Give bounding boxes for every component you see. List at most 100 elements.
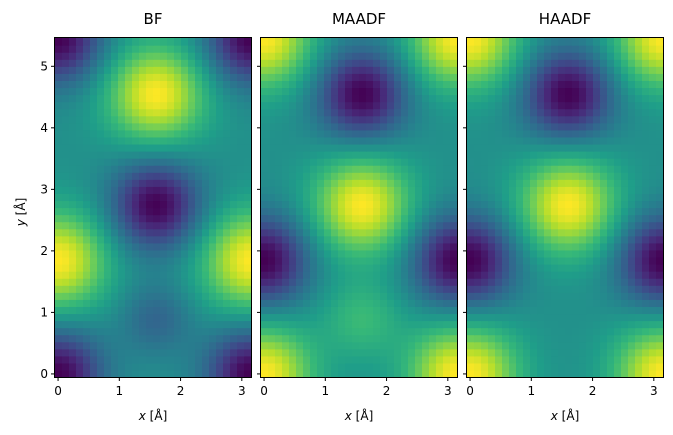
heatmap-cell bbox=[289, 52, 297, 60]
heatmap-cell bbox=[282, 221, 290, 230]
heatmap-cell bbox=[373, 214, 381, 223]
heatmap-cell bbox=[366, 235, 374, 244]
heatmap-cell bbox=[408, 285, 416, 293]
heatmap-cell bbox=[282, 158, 290, 166]
heatmap-cell bbox=[586, 320, 594, 329]
heatmap-cell bbox=[202, 200, 210, 209]
heatmap-cell bbox=[296, 45, 304, 53]
heatmap-cell bbox=[537, 221, 545, 230]
heatmap-cell bbox=[509, 73, 517, 81]
heatmap-cell bbox=[111, 249, 119, 258]
heatmap-cell bbox=[90, 143, 98, 152]
heatmap-cell bbox=[429, 122, 437, 131]
heatmap-cell bbox=[443, 143, 451, 152]
heatmap-cell bbox=[467, 313, 475, 322]
heatmap-cell bbox=[62, 115, 70, 124]
heatmap-cell bbox=[282, 80, 290, 89]
heatmap-cell bbox=[544, 264, 552, 272]
heatmap-cell bbox=[530, 52, 538, 60]
heatmap-cell bbox=[551, 207, 559, 216]
heatmap-cell bbox=[310, 38, 318, 46]
heatmap-cell bbox=[516, 122, 524, 131]
heatmap-cell bbox=[331, 143, 339, 152]
heatmap-cell bbox=[642, 306, 650, 315]
heatmap-cell bbox=[628, 158, 636, 166]
heatmap-cell bbox=[209, 264, 217, 272]
heatmap-cell bbox=[628, 242, 636, 251]
heatmap-cell bbox=[303, 207, 311, 216]
heatmap-cell bbox=[579, 313, 587, 322]
heatmap-cell bbox=[118, 313, 126, 322]
heatmap-cell bbox=[450, 66, 458, 74]
heatmap-cell bbox=[474, 45, 482, 53]
heatmap-cell bbox=[261, 369, 269, 378]
heatmap-cell bbox=[195, 362, 203, 371]
heatmap-cell bbox=[502, 292, 510, 300]
heatmap-cell bbox=[366, 214, 374, 223]
heatmap-cell bbox=[195, 249, 203, 258]
heatmap-cell bbox=[614, 108, 622, 117]
heatmap-cell bbox=[345, 66, 353, 74]
heatmap-cell bbox=[97, 186, 105, 194]
heatmap-cell bbox=[97, 200, 105, 209]
heatmap-cell bbox=[69, 320, 77, 329]
heatmap-cell bbox=[237, 165, 245, 173]
heatmap-cell bbox=[181, 143, 189, 152]
heatmap-cell bbox=[345, 355, 353, 364]
heatmap-cell bbox=[607, 306, 615, 315]
heatmap-cell bbox=[296, 122, 304, 131]
heatmap-cell bbox=[174, 249, 182, 258]
heatmap-cell bbox=[338, 52, 346, 60]
heatmap-cell bbox=[216, 285, 224, 293]
heatmap-cell bbox=[415, 256, 423, 265]
heatmap-cell bbox=[488, 179, 496, 187]
heatmap-cell bbox=[635, 214, 643, 223]
heatmap-cell bbox=[408, 38, 416, 46]
heatmap-cell bbox=[509, 334, 517, 343]
heatmap-cell bbox=[303, 313, 311, 322]
heatmap-cell bbox=[628, 320, 636, 329]
heatmap-cell bbox=[195, 320, 203, 329]
heatmap-cell bbox=[282, 193, 290, 202]
heatmap-cell bbox=[488, 122, 496, 131]
heatmap-cell bbox=[450, 327, 458, 336]
heatmap-cell bbox=[656, 348, 664, 357]
heatmap-cell bbox=[401, 45, 409, 53]
heatmap-cell bbox=[310, 143, 318, 152]
heatmap-cell bbox=[345, 129, 353, 138]
heatmap-cell bbox=[118, 151, 126, 159]
heatmap-cell bbox=[160, 158, 168, 166]
heatmap-cell bbox=[544, 122, 552, 131]
heatmap-cell bbox=[366, 348, 374, 357]
heatmap-cell bbox=[394, 292, 402, 300]
heatmap-cell bbox=[195, 80, 203, 89]
heatmap-cell bbox=[90, 278, 98, 286]
heatmap-cell bbox=[111, 341, 119, 350]
heatmap-cell bbox=[572, 341, 580, 350]
heatmap-cell bbox=[488, 355, 496, 364]
heatmap-cell bbox=[579, 52, 587, 60]
heatmap-cell bbox=[530, 235, 538, 244]
heatmap-cell bbox=[237, 73, 245, 81]
heatmap-cell bbox=[401, 242, 409, 251]
heatmap-cell bbox=[436, 52, 444, 60]
heatmap-cell bbox=[310, 200, 318, 209]
heatmap-cell bbox=[111, 369, 119, 378]
heatmap-cell bbox=[401, 200, 409, 209]
heatmap-cell bbox=[443, 179, 451, 187]
heatmap-cell bbox=[338, 122, 346, 131]
heatmap-cell bbox=[118, 214, 126, 223]
heatmap-cell bbox=[282, 214, 290, 223]
heatmap-cell bbox=[289, 115, 297, 124]
heatmap-cell bbox=[268, 200, 276, 209]
heatmap-cell bbox=[303, 341, 311, 350]
heatmap-cell bbox=[394, 115, 402, 124]
heatmap-cell bbox=[275, 101, 283, 110]
heatmap-cell bbox=[523, 341, 531, 350]
heatmap-cell bbox=[436, 320, 444, 329]
heatmap-cell bbox=[443, 108, 451, 117]
heatmap-cell bbox=[97, 334, 105, 343]
heatmap-cell bbox=[317, 101, 325, 110]
heatmap-cell bbox=[544, 101, 552, 110]
heatmap-cell bbox=[275, 151, 283, 159]
